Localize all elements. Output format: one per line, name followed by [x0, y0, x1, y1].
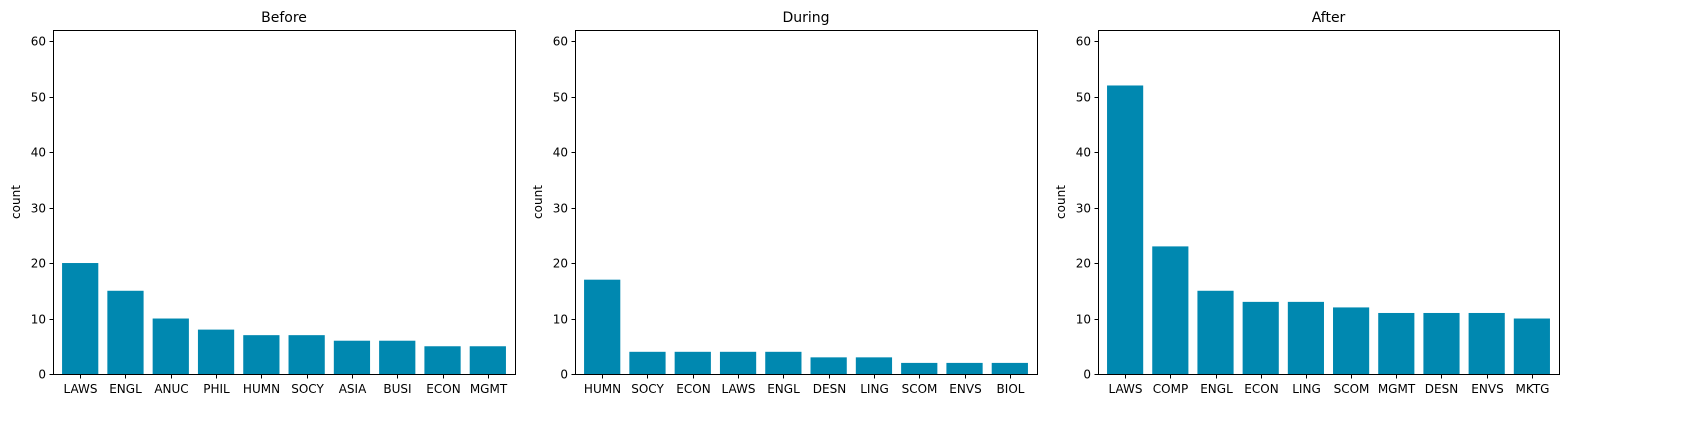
y-tick-label: 0	[38, 368, 46, 382]
x-tick-label: SCOM	[1334, 382, 1370, 396]
bar	[901, 362, 938, 374]
y-tick-label: 50	[31, 91, 46, 105]
bar	[1333, 307, 1370, 374]
x-tick-label: HUMN	[584, 382, 621, 396]
y-tick-label: 60	[1076, 35, 1091, 49]
x-tick-label: LAWS	[64, 382, 98, 396]
bar	[629, 351, 666, 374]
x-tick-label: DESN	[1425, 382, 1458, 396]
bar	[1287, 301, 1324, 374]
x-tick-label: ENVS	[1471, 382, 1503, 396]
x-tick-label: MGMT	[1378, 382, 1416, 396]
x-tick-label: MGMT	[470, 382, 508, 396]
axes-frame	[1098, 30, 1560, 375]
panel-before: Before count 0 10 20 30 40 50 60 LAWS ENGL ANUC PH…	[9, 10, 516, 396]
x-tick-label: LAWS	[1109, 382, 1143, 396]
x-tick-label: MKTG	[1516, 382, 1550, 396]
y-tick-label: 0	[560, 368, 568, 382]
y-tick-label: 10	[1076, 313, 1091, 327]
x-tick-label: HUMN	[243, 382, 280, 396]
bar	[1107, 85, 1144, 374]
y-tick-label: 20	[31, 257, 46, 271]
x-tick-label: ECON	[426, 382, 460, 396]
y-tick-label: 40	[1076, 146, 1091, 160]
y-tick-label: 60	[31, 35, 46, 49]
bar	[765, 351, 802, 374]
y-tick-label: 20	[553, 257, 568, 271]
y-axis-label: count	[531, 185, 545, 219]
bar	[1378, 312, 1415, 374]
panel-title: Before	[261, 10, 307, 26]
axes-frame	[575, 30, 1038, 375]
panel-title: During	[782, 10, 829, 26]
bar	[1242, 301, 1279, 374]
bar	[584, 279, 621, 374]
x-tick-label: COMP	[1153, 382, 1188, 396]
x-tick-label: LING	[860, 382, 889, 396]
bar	[333, 340, 371, 374]
bar	[243, 335, 280, 374]
y-tick-label: 30	[31, 202, 46, 216]
y-tick-label: 10	[553, 313, 568, 327]
y-axis-label: count	[1054, 185, 1068, 219]
x-tick-label: ASIA	[339, 382, 367, 396]
bar	[107, 290, 144, 374]
bar	[62, 263, 99, 374]
bar	[379, 340, 416, 374]
x-tick-label: ENGL	[109, 382, 142, 396]
y-tick-label: 20	[1076, 257, 1091, 271]
bar	[1423, 312, 1460, 374]
x-tick-label: ENGL	[767, 382, 800, 396]
y-tick-label: 40	[31, 146, 46, 160]
y-tick-label: 10	[31, 313, 46, 327]
x-tick-label: ECON	[1244, 382, 1278, 396]
y-axis-label: count	[9, 185, 23, 219]
bar	[197, 329, 235, 374]
bar	[469, 346, 506, 374]
bar	[1197, 290, 1234, 374]
y-tick-label: 50	[553, 91, 568, 105]
x-tick-label: ANUC	[154, 382, 188, 396]
y-tick-label: 50	[1076, 91, 1091, 105]
y-tick-label: 30	[553, 202, 568, 216]
bar	[719, 351, 757, 374]
x-tick-label: BIOL	[997, 382, 1025, 396]
bar	[946, 362, 983, 374]
x-tick-label: SOCY	[291, 382, 324, 396]
bar	[288, 335, 325, 374]
bar	[1513, 318, 1550, 374]
panel-during: During count 0 10 20 30 40 50 60 HUMN SOCY ECON LA…	[531, 10, 1038, 396]
x-tick-label: LAWS	[722, 382, 756, 396]
x-tick-label: PHIL	[203, 382, 230, 396]
x-tick-label: LING	[1292, 382, 1321, 396]
panel-after: After count 0 10 20 30 40 50 60 LAWS COMP ENGL ECO…	[1054, 10, 1560, 396]
x-tick-label: ECON	[676, 382, 710, 396]
x-tick-label: SCOM	[902, 382, 938, 396]
bar	[152, 318, 189, 374]
x-tick-label: SOCY	[631, 382, 664, 396]
y-tick-label: 60	[553, 35, 568, 49]
bar	[1468, 312, 1505, 374]
x-tick-label: ENGL	[1200, 382, 1233, 396]
panel-title: After	[1312, 10, 1346, 26]
bar	[424, 346, 461, 374]
x-tick-label: ENVS	[949, 382, 981, 396]
y-tick-label: 30	[1076, 202, 1091, 216]
y-tick-label: 40	[553, 146, 568, 160]
bar	[991, 362, 1028, 374]
bar	[674, 351, 711, 374]
axes-frame	[53, 30, 516, 375]
bar	[1152, 246, 1189, 374]
x-tick-label: BUSI	[383, 382, 411, 396]
bar	[810, 357, 847, 374]
x-tick-label: DESN	[813, 382, 846, 396]
y-tick-label: 0	[1083, 368, 1091, 382]
bar	[855, 357, 893, 374]
